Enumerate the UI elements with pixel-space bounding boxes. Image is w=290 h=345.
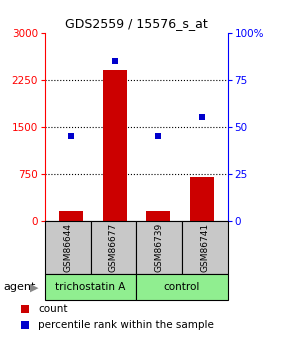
Text: GSM86644: GSM86644 (63, 223, 72, 272)
Point (23, 306, 27, 312)
Bar (45, 221, 90, 274)
Text: percentile rank within the sample: percentile rank within the sample (38, 321, 214, 330)
Text: GSM86677: GSM86677 (109, 223, 118, 272)
Text: count: count (38, 304, 68, 314)
Bar (45, 274, 136, 300)
Text: ▶: ▶ (30, 282, 39, 292)
Text: GSM86739: GSM86739 (155, 223, 164, 272)
Point (69, 134, 73, 139)
Bar (182, 221, 228, 274)
Text: GSM86741: GSM86741 (200, 223, 209, 272)
Point (23, 323, 27, 328)
Bar (136, 221, 182, 274)
Point (156, 134, 160, 139)
Point (112, 58, 117, 64)
Bar (190, 177, 213, 221)
Bar (103, 70, 126, 221)
Point (199, 115, 204, 120)
Title: GDS2559 / 15576_s_at: GDS2559 / 15576_s_at (65, 17, 208, 30)
Bar (136, 274, 228, 300)
Text: control: control (164, 282, 200, 292)
Bar (146, 211, 170, 221)
Bar (59, 211, 83, 221)
Text: trichostatin A: trichostatin A (55, 282, 126, 292)
Bar (90, 221, 136, 274)
Text: agent: agent (3, 282, 35, 292)
